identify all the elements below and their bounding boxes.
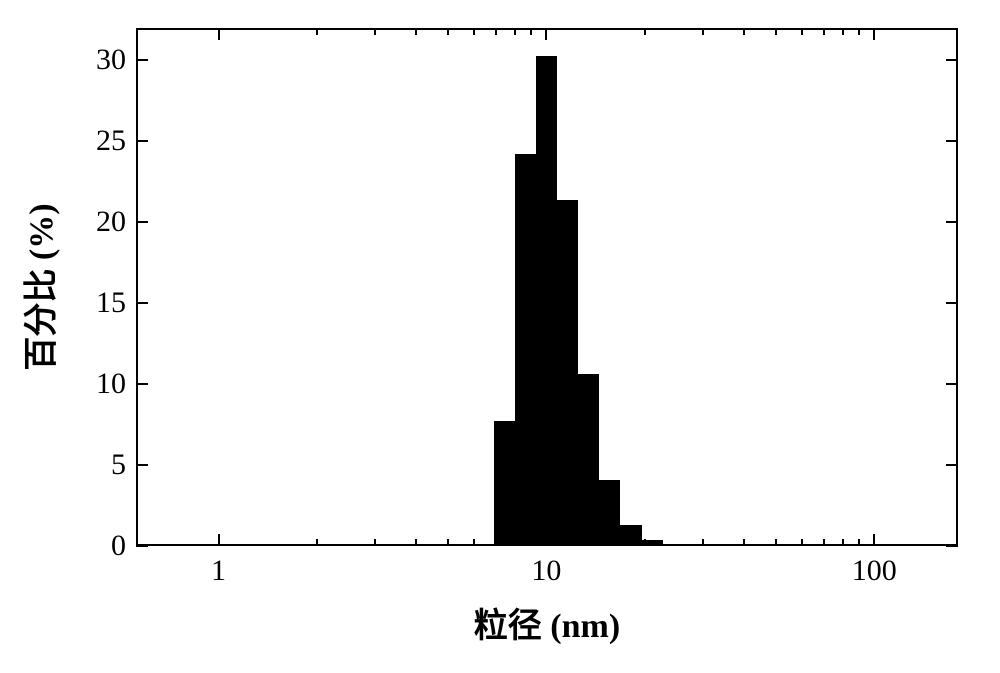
y-tick-major <box>136 464 148 466</box>
x-tick-major <box>218 28 220 40</box>
x-tick-minor <box>316 28 318 35</box>
x-tick-minor <box>415 539 417 546</box>
x-tick-minor <box>374 28 376 35</box>
y-tick-label: 15 <box>81 286 126 320</box>
x-tick-minor <box>495 28 497 35</box>
histogram-bar <box>599 480 620 546</box>
y-tick-major <box>946 383 958 385</box>
x-tick-minor <box>858 539 860 546</box>
x-tick-minor <box>801 28 803 35</box>
y-tick-major <box>946 140 958 142</box>
y-tick-label: 25 <box>81 124 126 158</box>
y-tick-major <box>136 302 148 304</box>
x-tick-minor <box>842 539 844 546</box>
histogram-bar <box>536 56 557 546</box>
y-tick-major <box>946 464 958 466</box>
y-tick-major <box>136 59 148 61</box>
y-tick-major <box>946 59 958 61</box>
y-tick-label: 5 <box>81 448 126 482</box>
x-tick-minor <box>447 28 449 35</box>
y-tick-label: 10 <box>81 367 126 401</box>
x-tick-minor <box>644 539 646 546</box>
y-axis-label: 百分比 (%) <box>14 203 63 370</box>
y-tick-major <box>136 545 148 547</box>
x-tick-minor <box>473 539 475 546</box>
x-tick-minor <box>823 28 825 35</box>
x-tick-minor <box>530 539 532 546</box>
x-tick-minor <box>775 539 777 546</box>
y-tick-major <box>946 221 958 223</box>
x-tick-minor <box>530 28 532 35</box>
x-tick-minor <box>514 28 516 35</box>
histogram-figure: 粒径 (nm) 百分比 (%) 1 10 100 0 5 10 15 20 25 30 <box>0 0 1000 673</box>
x-tick-major <box>545 534 547 546</box>
histogram-bar <box>557 200 578 546</box>
x-tick-minor <box>415 28 417 35</box>
x-tick-minor <box>702 539 704 546</box>
y-tick-major <box>136 383 148 385</box>
y-tick-major <box>946 302 958 304</box>
x-tick-minor <box>823 539 825 546</box>
y-tick-label: 20 <box>81 205 126 239</box>
y-tick-major <box>946 545 958 547</box>
y-tick-label: 0 <box>81 529 126 563</box>
x-tick-label: 100 <box>852 554 897 588</box>
x-tick-minor <box>316 539 318 546</box>
x-tick-minor <box>702 28 704 35</box>
y-tick-major <box>136 140 148 142</box>
y-tick-major <box>136 221 148 223</box>
x-tick-minor <box>801 539 803 546</box>
plot-border <box>136 28 138 546</box>
x-tick-minor <box>743 539 745 546</box>
x-tick-minor <box>858 28 860 35</box>
plot-border <box>956 28 958 546</box>
x-tick-minor <box>743 28 745 35</box>
x-tick-minor <box>514 539 516 546</box>
histogram-bar <box>620 525 641 546</box>
y-tick-label: 30 <box>81 43 126 77</box>
x-tick-major <box>873 534 875 546</box>
histogram-bar <box>515 154 536 546</box>
x-tick-major <box>873 28 875 40</box>
x-tick-major <box>218 534 220 546</box>
x-tick-major <box>545 28 547 40</box>
x-tick-minor <box>374 539 376 546</box>
x-tick-minor <box>447 539 449 546</box>
x-tick-minor <box>473 28 475 35</box>
x-axis-label: 粒径 (nm) <box>474 598 620 647</box>
x-tick-minor <box>495 539 497 546</box>
histogram-bar <box>494 421 515 546</box>
x-tick-minor <box>775 28 777 35</box>
x-tick-label: 1 <box>211 554 226 588</box>
x-tick-label: 10 <box>531 554 561 588</box>
plot-area <box>136 28 958 546</box>
histogram-bar <box>578 374 599 546</box>
x-tick-minor <box>842 28 844 35</box>
x-tick-minor <box>644 28 646 35</box>
